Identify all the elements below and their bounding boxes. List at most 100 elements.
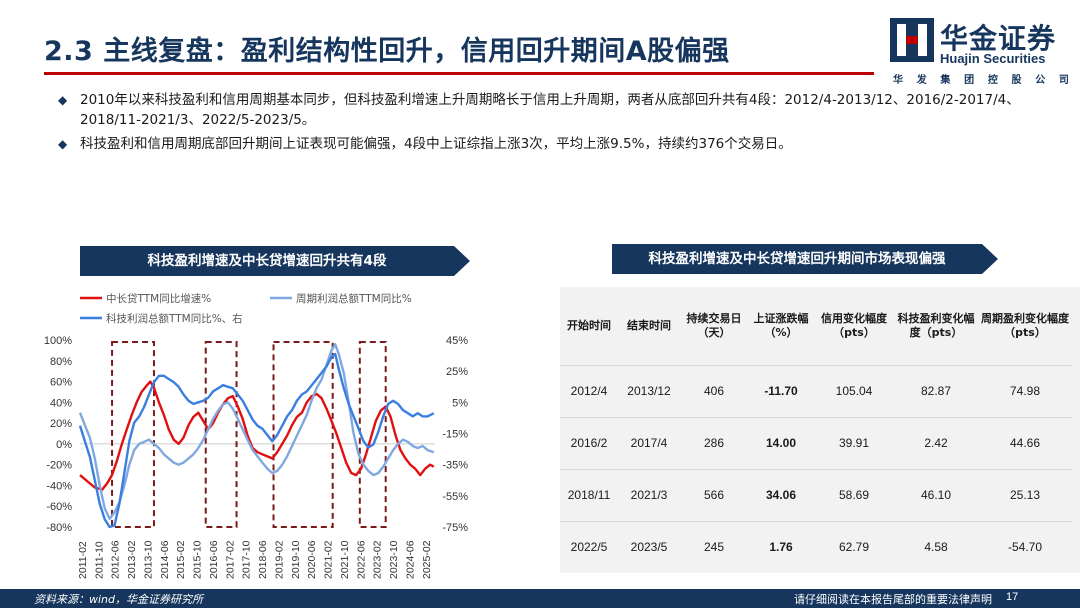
- table-cell: 46.10: [894, 468, 978, 521]
- x-axis-tick-label: 2021-10: [339, 540, 351, 579]
- x-axis-tick-label: 2014-06: [159, 540, 171, 579]
- table-cell: 566: [680, 468, 748, 521]
- recovery-period-box: [111, 341, 155, 528]
- x-axis-tick-label: 2017-10: [241, 540, 253, 579]
- table-cell: 74.98: [978, 364, 1072, 417]
- logo-sub-char: 司: [1058, 75, 1069, 86]
- left-axis-tick-label: -40%: [46, 480, 72, 492]
- left-section-header: 科技盈利增速及中长贷增速回升共有4段: [80, 246, 470, 276]
- company-logo-text: 华金证券: [940, 22, 1057, 55]
- bullet-item: ◆ 2010年以来科技盈利和信用周期基本同步，但科技盈利增速上升周期略长于信用上…: [58, 90, 1058, 130]
- table-row: 2022/5 2023/5 245 1.76 62.79 4.58 -54.70: [560, 520, 1072, 573]
- left-axis-tick-label: -60%: [46, 501, 72, 513]
- company-logo-subtitle: 华 发 集 团 控 股 公 司: [893, 71, 1069, 86]
- series-line: [79, 380, 435, 491]
- x-axis-tick-label: 2015-02: [175, 540, 187, 579]
- x-axis-tick-label: 2019-10: [290, 540, 302, 579]
- company-logo-english: Huajin Securities: [940, 51, 1046, 66]
- table-cell: 39.91: [814, 416, 894, 469]
- recovery-period-box: [272, 341, 334, 528]
- table-cell-return: 1.76: [748, 520, 814, 573]
- table-cell: 2023/5: [618, 520, 680, 573]
- left-axis-tick-label: 20%: [50, 418, 72, 430]
- right-section-title: 科技盈利增速及中长贷增速回升期间市场表现偏强: [648, 251, 946, 267]
- table-cell: 2.42: [894, 416, 978, 469]
- right-section-header: 科技盈利增速及中长贷增速回升期间市场表现偏强: [612, 244, 998, 274]
- logo-sub-char: 集: [940, 75, 951, 86]
- page-number: 17: [1006, 591, 1019, 603]
- x-axis-tick-label: 2011-10: [93, 541, 105, 579]
- profit-credit-line-chart: 中长贷TTM同比增速% 周期利润总额TTM同比% 科技利润总额TTM同比%、右 100…: [44, 292, 468, 579]
- left-axis-tick-label: 60%: [50, 377, 72, 389]
- bullet-item: ◆ 科技盈利和信用周期底部回升期间上证表现可能偏强，4段中上证综指上涨3次，平均…: [58, 134, 1058, 154]
- x-axis-tick-label: 2025-02: [421, 540, 433, 579]
- x-axis-tick-label: 2013-10: [142, 540, 154, 579]
- table-cell: 2021/3: [618, 468, 680, 521]
- header-arrow-shape: [612, 244, 998, 274]
- left-axis-tick-label: 100%: [44, 335, 72, 347]
- x-axis-tick-label: 2018-06: [257, 540, 269, 579]
- x-axis-tick-label: 2024-06: [404, 540, 416, 579]
- x-axis-tick-label: 2022-06: [355, 540, 367, 579]
- table-row: 2016/2 2017/4 286 14.00 39.91 2.42 44.66: [560, 416, 1072, 469]
- header-arrow-shape: [80, 246, 470, 276]
- market-performance-table: 开始时间 结束时间 持续交易日（天） 上证涨跌幅（%） 信用变化幅度（pts） …: [560, 287, 1080, 573]
- page-title: 2.3 主线复盘：盈利结构性回升，信用回升期间A股偏强: [44, 36, 730, 67]
- diamond-bullet-icon: ◆: [58, 137, 68, 151]
- table-cell: 2012/4: [560, 364, 618, 417]
- right-axis-tick-label: -55%: [442, 491, 468, 503]
- left-axis-tick-label: -80%: [46, 522, 72, 534]
- x-axis-tick-label: 2023-02: [372, 540, 384, 579]
- table-cell: -54.70: [978, 520, 1072, 573]
- right-axis-tick-label: -35%: [442, 460, 468, 472]
- table-row: 2012/4 2013/12 406 -11.70 105.04 82.87 7…: [560, 364, 1072, 417]
- left-section-title: 科技盈利增速及中长贷增速回升共有4段: [147, 253, 387, 269]
- left-axis-tick-label: 80%: [50, 356, 72, 368]
- table-cell-return: -11.70: [748, 364, 814, 417]
- logo-sub-char: 公: [1035, 75, 1046, 86]
- col-header-credit: 信用变化幅度（pts）: [821, 311, 887, 339]
- col-header-days: 持续交易日（天）: [686, 311, 742, 339]
- right-axis-tick-label: 45%: [446, 335, 468, 347]
- legal-disclaimer: 请仔细阅读在本报告尾部的重要法律声明: [794, 593, 992, 606]
- legend-label: 中长贷TTM同比增速%: [106, 292, 211, 305]
- table-cell: 2017/4: [618, 416, 680, 469]
- table-cell: 62.79: [814, 520, 894, 573]
- right-axis-tick-label: 5%: [452, 397, 468, 409]
- table-cell-return: 34.06: [748, 468, 814, 521]
- diamond-bullet-icon: ◆: [58, 93, 68, 107]
- col-header-cyclical: 周期盈利变化幅度（pts）: [981, 311, 1069, 339]
- col-header-end: 结束时间: [627, 318, 671, 332]
- table-cell: 105.04: [814, 364, 894, 417]
- logo-sub-char: 团: [964, 75, 975, 86]
- x-axis-tick-label: 2012-06: [110, 540, 122, 579]
- x-axis-tick-label: 2020-06: [306, 540, 318, 579]
- table-cell: 2013/12: [618, 364, 680, 417]
- table-cell: 82.87: [894, 364, 978, 417]
- recovery-period-box: [204, 341, 238, 528]
- col-header-start: 开始时间: [567, 318, 611, 332]
- legend-label: 周期利润总额TTM同比%: [296, 292, 412, 305]
- x-axis-tick-label: 2019-02: [273, 540, 285, 579]
- bullet-text: 科技盈利和信用周期底部回升期间上证表现可能偏强，4段中上证综指上涨3次，平均上涨…: [80, 136, 792, 152]
- source-note: 资料来源：wind，华金证券研究所: [34, 593, 204, 606]
- col-header-tech: 科技盈利变化幅度（pts）: [897, 311, 975, 339]
- table-cell: 44.66: [978, 416, 1072, 469]
- table-cell: 2018/11: [560, 468, 618, 521]
- x-axis-tick-label: 2013-02: [126, 540, 138, 579]
- logo-sub-char: 华: [893, 75, 903, 86]
- x-axis-tick-label: 2016-06: [208, 540, 220, 579]
- table-cell: 25.13: [978, 468, 1072, 521]
- right-axis-tick-label: -75%: [442, 522, 468, 534]
- table-cell-return: 14.00: [748, 416, 814, 469]
- bullet-text: 2010年以来科技盈利和信用周期基本同步，但科技盈利增速上升周期略长于信用上升周…: [80, 92, 1020, 128]
- logo-sub-char: 控: [987, 75, 998, 86]
- x-axis-tick-label: 2011-02: [77, 541, 89, 579]
- right-axis-tick-label: 25%: [446, 366, 468, 378]
- table-cell: 406: [680, 364, 748, 417]
- table-header-row: 开始时间 结束时间 持续交易日（天） 上证涨跌幅（%） 信用变化幅度（pts） …: [560, 287, 1072, 365]
- table-cell: 2022/5: [560, 520, 618, 573]
- legend-label: 科技利润总额TTM同比%、右: [106, 312, 243, 325]
- table-cell: 4.58: [894, 520, 978, 573]
- x-axis-tick-label: 2023-10: [388, 540, 400, 579]
